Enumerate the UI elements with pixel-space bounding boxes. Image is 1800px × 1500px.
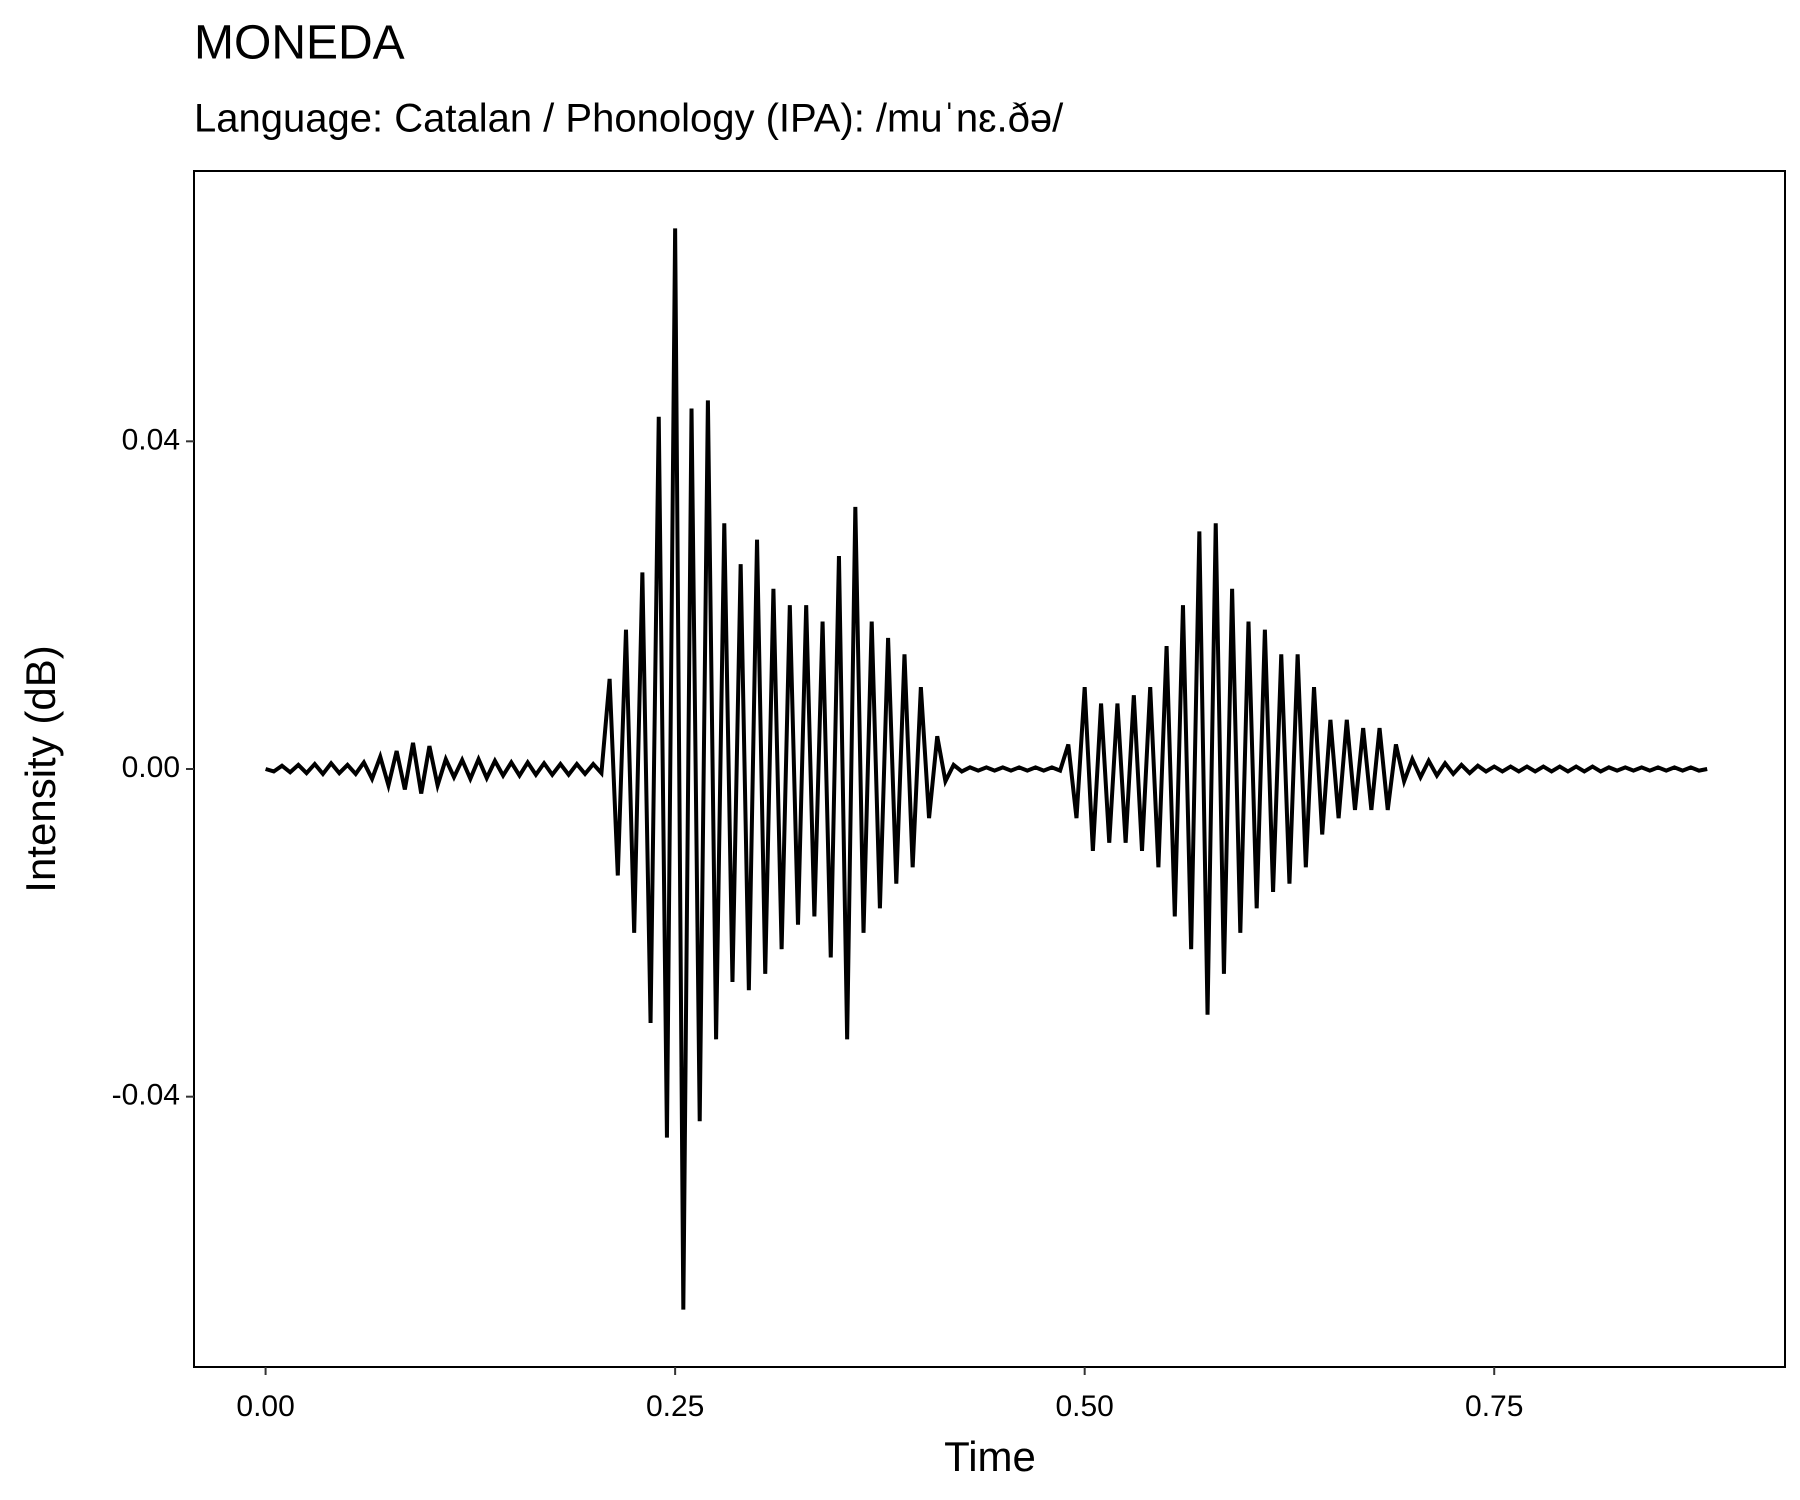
y-axis-label: Intensity (dB): [17, 645, 64, 892]
y-tick-label: -0.04: [112, 1079, 180, 1112]
x-tick-label: 0.00: [236, 1390, 294, 1423]
x-axis-label: Time: [944, 1433, 1036, 1480]
chart-title: MONEDA: [194, 17, 405, 70]
y-tick-label: 0.04: [122, 423, 180, 456]
x-tick-label: 0.50: [1055, 1390, 1113, 1423]
x-tick-label: 0.75: [1465, 1390, 1523, 1423]
chart-subtitle: Language: Catalan / Phonology (IPA): /mu…: [194, 97, 1064, 141]
x-tick-label: 0.25: [646, 1390, 704, 1423]
waveform: [265, 228, 1708, 1310]
y-tick-label: 0.00: [122, 751, 180, 784]
